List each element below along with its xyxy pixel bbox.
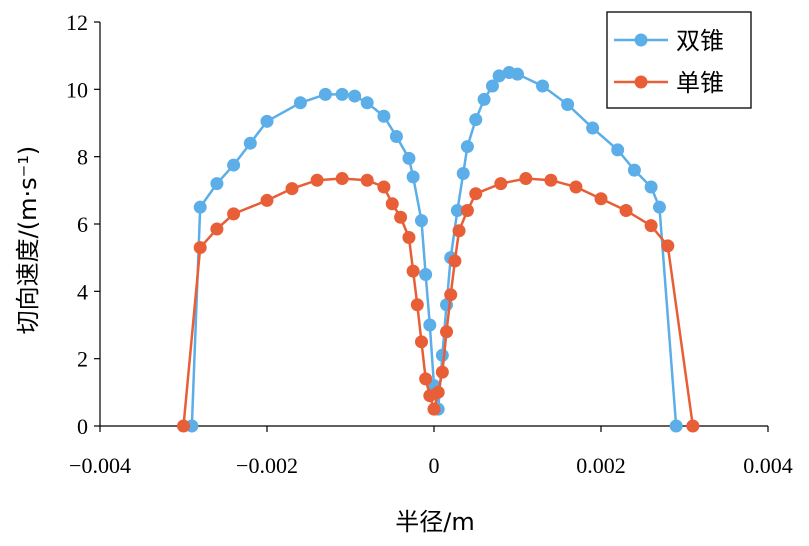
data-point — [450, 204, 464, 218]
data-point — [414, 214, 428, 228]
data-point — [177, 419, 190, 433]
y-tick-label: 0 — [77, 414, 88, 439]
data-point — [402, 151, 416, 165]
data-point — [569, 180, 583, 194]
series-layer — [177, 66, 700, 433]
data-point — [310, 173, 324, 187]
x-axis-label: 半径/m — [395, 508, 474, 536]
data-point — [619, 204, 633, 218]
data-point — [469, 113, 483, 127]
y-tick-label: 2 — [77, 347, 88, 372]
data-point — [419, 372, 433, 386]
legend-label: 单锥 — [676, 69, 724, 97]
y-tick-label: 4 — [77, 279, 88, 304]
data-point — [260, 114, 274, 128]
data-point — [544, 173, 558, 187]
x-tick-label: 0.004 — [743, 453, 793, 478]
data-point — [406, 170, 420, 184]
data-point — [652, 200, 666, 214]
data-point — [427, 402, 441, 416]
data-point — [227, 207, 241, 221]
data-point — [406, 264, 420, 278]
data-point — [389, 129, 403, 143]
data-point — [348, 89, 362, 103]
series-2 — [177, 172, 700, 433]
data-point — [644, 219, 658, 233]
data-point — [419, 268, 433, 281]
y-tick-label: 6 — [77, 212, 88, 237]
data-point — [586, 121, 600, 135]
data-point — [460, 204, 474, 218]
data-point — [561, 97, 575, 111]
data-point — [360, 173, 374, 187]
x-tick-label: −0.004 — [69, 453, 131, 478]
data-point — [460, 140, 474, 154]
axes: 0 2 4 6 8 10 12 −0.004 −0.002 0 0.002 0.004 — [66, 10, 793, 478]
data-point — [511, 67, 524, 81]
y-axis-label: 切向速度/(m·s⁻¹) — [14, 146, 42, 335]
data-point — [536, 79, 550, 93]
legend-label: 双锥 — [676, 27, 724, 55]
data-point — [423, 318, 437, 332]
data-point — [594, 192, 608, 206]
data-point — [456, 167, 470, 180]
data-point — [452, 224, 466, 238]
data-point — [210, 177, 224, 191]
data-point — [611, 143, 625, 157]
data-point — [494, 177, 508, 191]
y-tick-label: 8 — [77, 145, 88, 170]
data-point — [440, 325, 454, 339]
data-point — [193, 241, 207, 255]
data-point — [519, 172, 533, 186]
data-point — [335, 87, 349, 101]
data-point — [377, 109, 391, 123]
data-point — [410, 298, 424, 312]
data-point — [485, 79, 499, 93]
legend-box — [606, 11, 752, 109]
data-point — [193, 200, 207, 214]
data-point — [661, 239, 675, 253]
data-point — [293, 96, 307, 110]
data-point — [285, 182, 299, 196]
data-point — [469, 187, 483, 201]
data-point — [210, 222, 224, 236]
x-tick-label: 0 — [429, 453, 440, 478]
data-point — [385, 197, 399, 211]
legend-swatch-marker — [634, 75, 648, 89]
data-point — [444, 288, 458, 302]
data-point — [394, 210, 408, 224]
data-point — [627, 163, 641, 177]
data-point — [260, 193, 274, 207]
x-tick-label: −0.002 — [236, 453, 298, 478]
data-point — [686, 419, 700, 433]
data-point — [644, 180, 658, 194]
data-point — [492, 69, 506, 83]
data-point — [227, 158, 241, 172]
data-point — [318, 87, 332, 101]
data-point — [477, 92, 491, 106]
x-tick-label: 0.002 — [576, 453, 626, 478]
data-point — [414, 335, 428, 349]
series-1 — [185, 66, 683, 433]
data-point — [243, 136, 257, 150]
data-point — [402, 230, 416, 244]
y-tick-label: 10 — [66, 77, 88, 102]
data-point — [435, 365, 449, 379]
data-point — [335, 172, 349, 186]
data-point — [431, 385, 445, 399]
data-point — [377, 180, 391, 194]
data-point — [448, 254, 462, 268]
data-point — [360, 96, 374, 110]
data-point — [435, 348, 449, 362]
y-tick-label: 12 — [66, 10, 88, 35]
data-point — [669, 419, 683, 433]
legend-swatch-marker — [634, 33, 648, 47]
